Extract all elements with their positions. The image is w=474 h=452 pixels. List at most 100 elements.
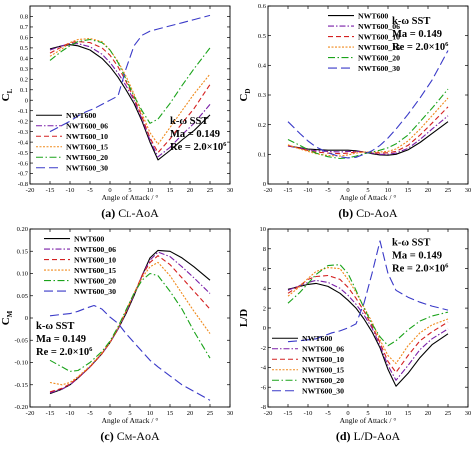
y-tick-label: 0.2 xyxy=(258,122,266,129)
series-line-nwt600-30 xyxy=(287,50,449,159)
legend-label: NWT600_30 xyxy=(302,387,344,396)
x-tick-label: 25 xyxy=(207,410,214,417)
plot-frame xyxy=(29,228,231,408)
annotation-line: k-ω SST xyxy=(392,16,430,27)
x-tick-label: -5 xyxy=(87,187,92,194)
y-tick-label: 0.2 xyxy=(20,76,28,83)
chart-panel-1: -20 -15 -10 -5 0 5 10 15 20 25 30 -0.8 -0.7 -0.6 -0.5 -… xyxy=(0,5,234,220)
y-axis-label: CD xyxy=(238,88,252,101)
legend-label: NWT600_15 xyxy=(74,266,116,275)
x-tick-label: 10 xyxy=(385,410,392,417)
x-tick-label: 25 xyxy=(207,187,214,194)
annotation-line: Ma = 0.149 xyxy=(170,129,220,140)
series-group xyxy=(49,249,211,401)
y-tick-label: 6 xyxy=(263,266,267,273)
legend-label: NWT600_30 xyxy=(358,64,400,73)
legend-label: NWT600_15 xyxy=(66,143,108,152)
series-line-nwt600-30 xyxy=(287,240,449,343)
legend-label: NWT600_10 xyxy=(74,255,116,264)
y-tick-label: 0 xyxy=(263,325,266,332)
annotation-line: Ma = 0.149 xyxy=(392,250,442,261)
x-tick-label: 10 xyxy=(147,410,154,417)
x-axis-label: Angle of Attack / ° xyxy=(102,193,159,202)
series-line-nwt600-10 xyxy=(49,255,211,393)
legend-label: NWT600_20 xyxy=(358,53,400,62)
y-tick-label: -0.10 xyxy=(14,360,28,367)
x-tick-label: -10 xyxy=(304,187,313,194)
y-tick-label: 0.4 xyxy=(20,56,29,63)
series-line-nwt600-06 xyxy=(287,115,449,155)
x-tick-label: 15 xyxy=(167,187,174,194)
x-axis-label: Angle of Attack / ° xyxy=(102,416,159,425)
x-tick-label: 0 xyxy=(346,187,349,194)
x-tick-label: 30 xyxy=(227,187,234,194)
series-line-nwt600-15 xyxy=(287,97,449,157)
x-tick-label: 0 xyxy=(108,187,111,194)
chart-panel-2: -20 -15 -10 -5 0 5 10 15 20 25 30 0 0.1 0.2 0.3 0.4 0.5 0… xyxy=(238,3,471,220)
y-tick-label: -4 xyxy=(261,365,267,372)
annotation-line: k-ω SST xyxy=(392,237,430,248)
y-tick-label: 0 xyxy=(263,181,266,188)
series-line-nwt600-10 xyxy=(287,274,449,373)
x-tick-label: 5 xyxy=(128,187,131,194)
x-tick-label: 10 xyxy=(147,187,154,194)
x-tick-label: 30 xyxy=(465,187,472,194)
x-tick-label: -5 xyxy=(87,410,92,417)
x-tick-label: -5 xyxy=(325,187,330,194)
series-line-nwt600-06 xyxy=(49,43,211,158)
legend-label: NWT600_06 xyxy=(66,122,108,131)
legend-label: NWT600_20 xyxy=(302,376,344,385)
legend-label: NWT600_20 xyxy=(74,276,116,285)
x-tick-label: 15 xyxy=(405,410,412,417)
series-group xyxy=(287,240,449,387)
x-tick-label: 15 xyxy=(405,187,412,194)
y-tick-label: 0.8 xyxy=(20,14,28,21)
x-tick-label: -10 xyxy=(66,410,75,417)
series-group xyxy=(287,50,449,160)
y-tick-label: 0.15 xyxy=(17,248,28,255)
series-line-nwt600-20 xyxy=(49,272,211,372)
chart-caption: (a) CL-AoA xyxy=(101,206,159,220)
chart-panel-3: -20 -15 -10 -5 0 5 10 15 20 25 30 -0.20 -0.15 -0.10 -0… xyxy=(0,226,233,443)
y-tick-label: -0.3 xyxy=(18,129,28,136)
x-tick-label: 5 xyxy=(366,187,369,194)
series-line-nwt600-20 xyxy=(49,38,211,124)
x-tick-label: 25 xyxy=(445,410,452,417)
legend-label: NWT600_06 xyxy=(302,345,344,354)
y-tick-label: 0.6 xyxy=(20,35,29,42)
series-line-nwt600-10 xyxy=(287,106,449,155)
legend-label: NWT600 xyxy=(66,111,96,120)
x-tick-label: 0 xyxy=(108,410,111,417)
y-tick-label: 0.3 xyxy=(258,92,266,99)
x-tick-label: -15 xyxy=(46,410,55,417)
chart-caption: (b) CD-AoA xyxy=(338,206,397,220)
x-tick-label: 20 xyxy=(425,410,432,417)
legend-label: NWT600_30 xyxy=(74,287,116,296)
y-tick-label: 0.05 xyxy=(17,293,28,300)
y-tick-label: -0.5 xyxy=(18,150,28,157)
annotation-line: Re = 2.0×106 xyxy=(170,141,227,153)
y-tick-label: 0 xyxy=(25,97,28,104)
x-tick-label: -15 xyxy=(46,187,55,194)
annotation-line: Re = 2.0×106 xyxy=(36,346,93,358)
y-tick-label: 4 xyxy=(263,286,267,293)
legend-label: NWT600 xyxy=(358,11,388,20)
x-tick-label: -10 xyxy=(304,410,313,417)
x-tick-label: -5 xyxy=(325,410,330,417)
annotation-line: Re = 2.0×106 xyxy=(392,262,449,274)
x-tick-label: 0 xyxy=(346,410,349,417)
y-tick-label: 0.20 xyxy=(17,226,28,233)
legend-label: NWT600_10 xyxy=(302,355,344,364)
series-line-nwt600-06 xyxy=(287,279,449,381)
y-tick-label: -0.8 xyxy=(18,181,28,188)
x-tick-label: -20 xyxy=(264,410,273,417)
series-line-nwt600 xyxy=(49,44,211,161)
x-tick-label: -10 xyxy=(66,187,75,194)
y-tick-label: 0.1 xyxy=(258,152,266,159)
y-tick-label: -8 xyxy=(261,404,266,411)
x-tick-label: -20 xyxy=(264,187,273,194)
y-tick-label: 0 xyxy=(25,315,28,322)
